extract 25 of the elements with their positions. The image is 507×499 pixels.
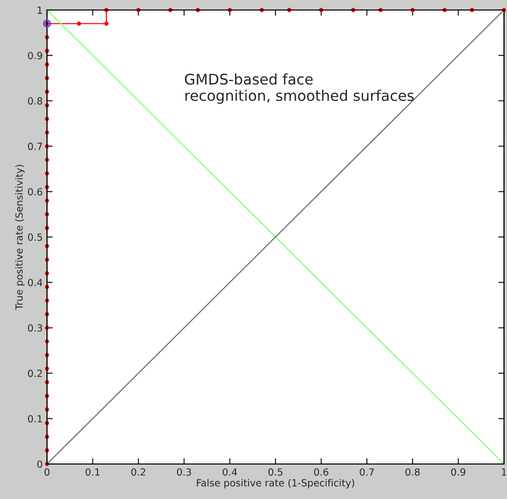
- x-tick-label: 0.1: [86, 468, 100, 476]
- y-tick-label: 0.1: [28, 415, 42, 422]
- y-tick-label: 0.4: [28, 278, 42, 286]
- y-axis-title: True positive rate (Sensitivity): [15, 164, 25, 310]
- annotation: GMDS-based face recognition, smoothed surfaces: [184, 73, 414, 104]
- x-tick-label: 0.7: [360, 468, 374, 476]
- y-tick-label: 0.3: [28, 324, 42, 332]
- x-tick-label: 0.3: [177, 468, 192, 476]
- x-tick-label: 0.8: [406, 468, 420, 476]
- x-tick-label: 0.4: [222, 468, 237, 476]
- y-tick-label: 0.5: [28, 233, 42, 241]
- y-tick-label: 0.9: [28, 52, 42, 60]
- y-tick-label: 0.2: [28, 370, 42, 378]
- x-tick-label: 0: [44, 468, 50, 476]
- x-tick-label: 0.5: [268, 468, 282, 476]
- x-tick-label: 1: [502, 468, 506, 476]
- y-tick-label: 1: [38, 6, 42, 14]
- y-tick-label: 0: [37, 460, 42, 468]
- y-tick-label: 0.7: [28, 142, 42, 150]
- y-tick-label: 0.6: [28, 188, 42, 196]
- y-tick-label: 0.8: [28, 97, 42, 105]
- x-tick-label: 0.6: [314, 468, 328, 476]
- x-tick-label: 0.9: [451, 468, 466, 476]
- x-axis-title: False positive rate (1-Specificity): [196, 478, 354, 488]
- x-tick-label: 0.2: [131, 468, 146, 476]
